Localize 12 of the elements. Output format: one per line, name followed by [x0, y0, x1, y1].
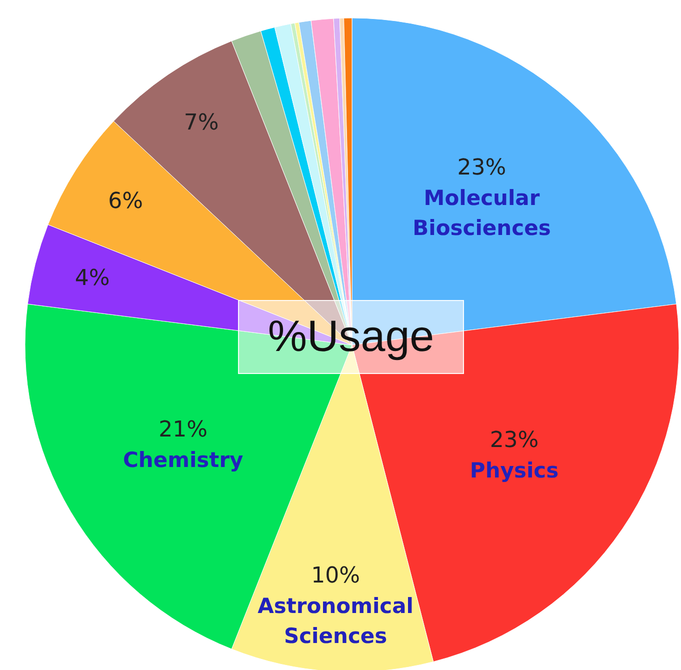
data-label: 23% [490, 428, 539, 453]
data-label: 23% [457, 155, 506, 180]
slice-label: Chemistry [122, 448, 244, 472]
slice-label: Physics [470, 458, 559, 482]
slice-label: Molecular Biosciences [412, 186, 551, 240]
slice-label: Astronomical Sciences [258, 594, 414, 648]
data-label: 21% [158, 417, 208, 442]
data-label: 7% [184, 110, 219, 136]
text: %Usage [238, 300, 464, 374]
data-label: 4% [74, 266, 110, 291]
data-label: 6% [108, 188, 144, 214]
data-label: 10% [311, 564, 360, 589]
